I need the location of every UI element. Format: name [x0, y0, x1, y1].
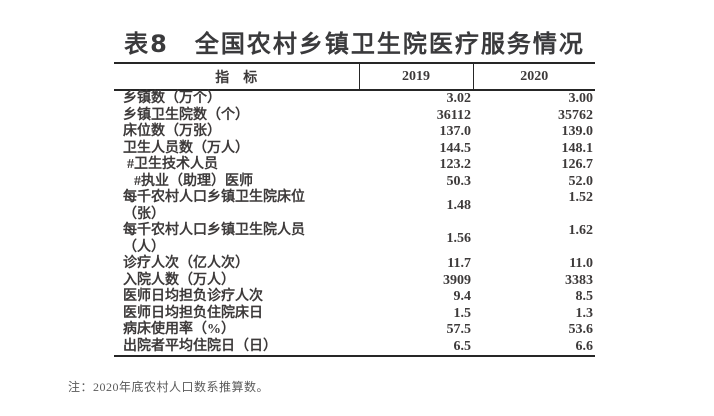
table-row: 入院人数（万人） 3909 3383: [114, 273, 595, 290]
row-label: 乡镇数（万个）: [123, 91, 221, 106]
value-2020: 139.0: [561, 124, 594, 139]
value-2020: 11.0: [569, 256, 593, 271]
value-2020: 53.6: [568, 322, 594, 337]
value-2020: 148.1: [561, 140, 594, 156]
stats-table: 指 标 2019 2020 乡镇数（万个） 3.02 3.00 乡镇卫生院数（个…: [114, 62, 595, 357]
table-row: 床位数（万张） 137.0 139.0: [114, 124, 595, 141]
value-2019: 144.5: [439, 140, 472, 156]
table-row: 病床使用率（%） 57.5 53.6: [114, 322, 595, 339]
value-2020: 52.0: [568, 173, 594, 189]
row-label: 出院者平均住院日（日）: [114, 338, 359, 357]
header-row: 指 标 2019 2020: [114, 62, 595, 91]
row-label: 诊疗人次（亿人次）: [123, 256, 249, 271]
value-2019: 123.2: [439, 157, 472, 172]
value-2019: 1.56: [446, 231, 472, 247]
value-2019: 9.4: [453, 289, 472, 304]
table-row: 医师日均担负住院床日 1.5 1.3: [114, 306, 595, 323]
table-row: 诊疗人次（亿人次） 11.7 11.0: [114, 256, 595, 273]
value-2020: 126.7: [561, 157, 594, 172]
value-2019: 1.5: [453, 305, 472, 321]
row-label: #卫生技术人员: [127, 157, 218, 172]
value-2019: 1.48: [446, 198, 472, 214]
value-2020: 8.5: [575, 289, 594, 304]
row-label: 医师日均担负住院床日: [123, 305, 263, 321]
table-row: 每千农村人口乡镇卫生院床位 （张） 1.48 1.52: [114, 190, 595, 223]
table-row: 出院者平均住院日（日） 6.5 6.6: [114, 338, 595, 357]
col-header-2020: 2020: [473, 62, 595, 91]
value-2020: 1.62: [568, 223, 594, 238]
row-label: 床位数（万张）: [123, 124, 221, 139]
row-label: 入院人数（万人）: [123, 272, 235, 288]
footnote: 注：2020年底农村人口数系推算数。: [68, 380, 270, 394]
row-label: 乡镇卫生院数（个）: [123, 107, 249, 123]
value-2019: 6.5: [359, 338, 473, 357]
table-row: 乡镇卫生院数（个） 36112 35762: [114, 108, 595, 125]
table-row: 卫生人员数（万人） 144.5 148.1: [114, 141, 595, 158]
value-2020: 6.6: [473, 338, 595, 357]
value-2020: 1.52: [568, 190, 594, 205]
value-2019: 3.02: [446, 91, 472, 106]
value-2019: 137.0: [439, 124, 472, 139]
col-header-indicator: 指 标: [114, 62, 360, 91]
table-row: 乡镇数（万个） 3.02 3.00: [114, 90, 595, 108]
value-2019: 11.7: [447, 256, 471, 271]
value-2020: 1.3: [575, 305, 594, 321]
value-2019: 3909: [443, 272, 471, 288]
row-label-line1: 每千农村人口乡镇卫生院床位: [123, 190, 305, 205]
value-2019: 57.5: [446, 322, 472, 337]
value-2020: 35762: [558, 107, 593, 123]
table-row: 每千农村人口乡镇卫生院人员 （人） 1.56 1.62: [114, 223, 595, 256]
row-label: #执业（助理）医师: [134, 173, 253, 189]
row-label: 每千农村人口乡镇卫生院人员 （人）: [114, 223, 359, 256]
table-row: #卫生技术人员 123.2 126.7: [114, 157, 595, 174]
table-title: 表8 全国农村乡镇卫生院医疗服务情况: [124, 30, 585, 58]
value-2020: 3383: [565, 272, 593, 288]
row-label-line2: （张）: [123, 206, 165, 222]
row-label: 医师日均担负诊疗人次: [123, 289, 263, 304]
row-label-line2: （人）: [123, 239, 165, 255]
value-2019: 50.3: [446, 173, 472, 189]
table-row: 医师日均担负诊疗人次 9.4 8.5: [114, 289, 595, 306]
col-header-2019: 2019: [359, 62, 474, 91]
row-label: 病床使用率（%）: [123, 322, 235, 337]
row-label-line1: 每千农村人口乡镇卫生院人员: [123, 223, 305, 238]
table-row: #执业（助理）医师 50.3 52.0: [114, 174, 595, 191]
row-label: 每千农村人口乡镇卫生院床位 （张）: [114, 190, 359, 223]
value-2020: 3.00: [568, 91, 594, 106]
row-label: 卫生人员数（万人）: [123, 140, 249, 156]
value-2019: 36112: [436, 107, 471, 123]
